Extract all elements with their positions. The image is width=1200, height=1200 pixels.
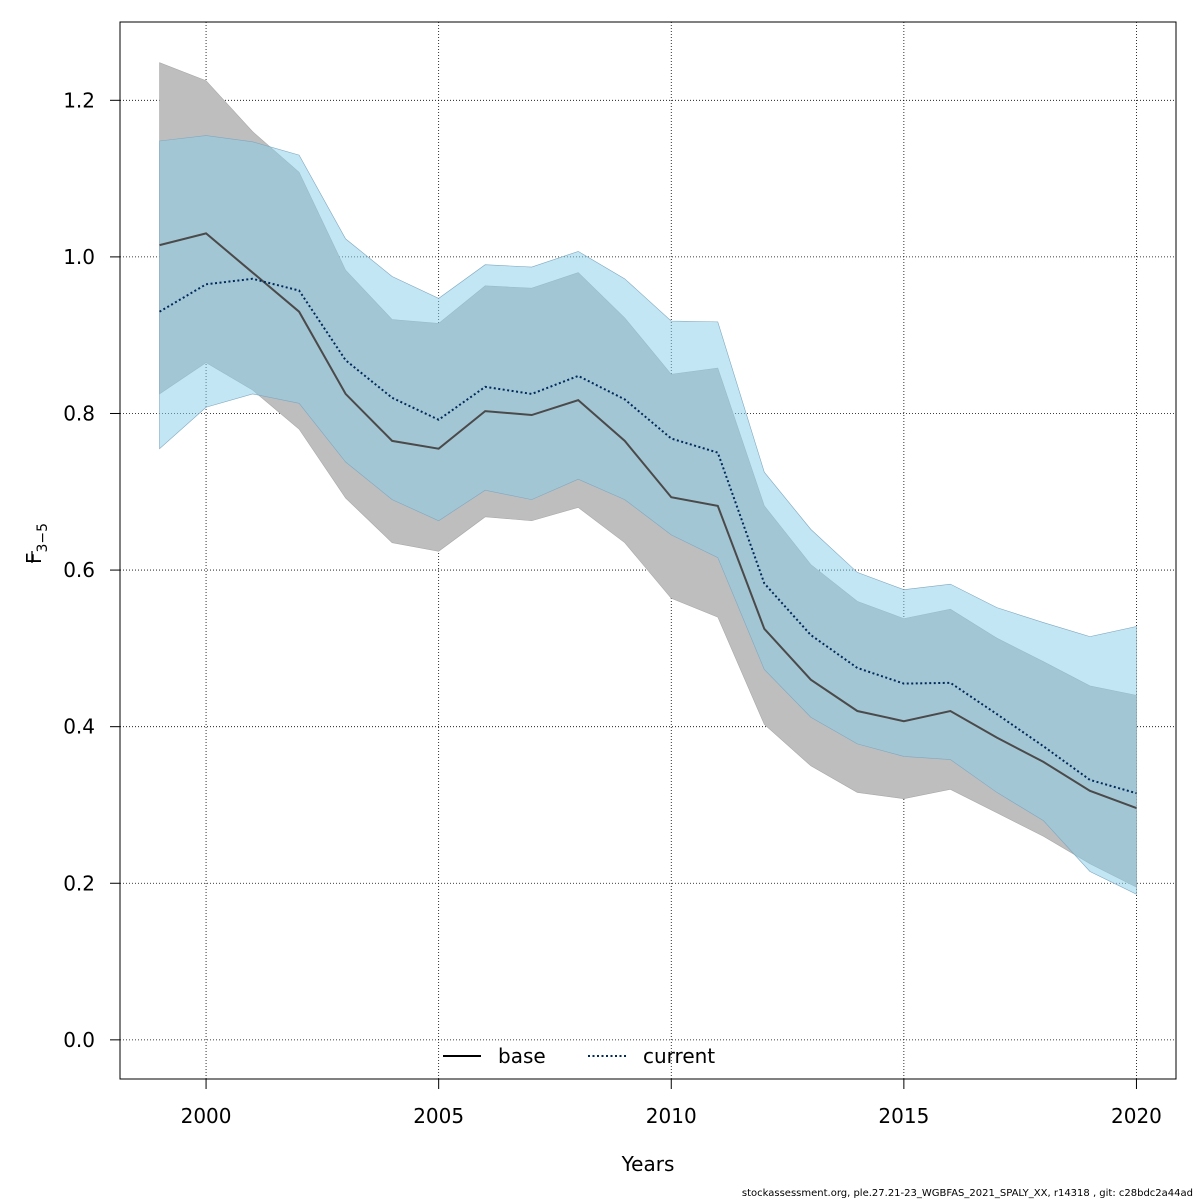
svg-text:F3−5: F3−5 xyxy=(22,523,51,564)
y-axis-title-main: F xyxy=(22,552,46,564)
y-tick-label-0.6: 0.6 xyxy=(63,558,95,582)
x-tick-label-2000: 2000 xyxy=(181,1104,232,1128)
line-current xyxy=(159,277,1137,795)
y-axis-title-subscript: 3−5 xyxy=(35,523,51,553)
y-tick-label-0.0: 0.0 xyxy=(63,1028,95,1052)
confidence-bands xyxy=(159,62,1137,895)
y-axis-title: F3−5 xyxy=(22,523,51,564)
y-tick-label-1.2: 1.2 xyxy=(63,88,95,112)
x-axis-title: Years xyxy=(621,1152,675,1176)
axis-ticks: 2000 2005 2010 2015 2020 0.0 0.2 0.4 0.6 0.8 1.0 1.… xyxy=(63,88,1162,1128)
x-tick-label-2020: 2020 xyxy=(1111,1104,1162,1128)
footer-note: stockassessment.org, ple.27.21-23_WGBFAS… xyxy=(742,1188,1193,1199)
x-tick-label-2015: 2015 xyxy=(878,1104,929,1128)
y-tick-label-1.0: 1.0 xyxy=(63,245,95,269)
legend-label-base: base xyxy=(498,1044,546,1068)
y-tick-label-0.4: 0.4 xyxy=(63,715,95,739)
legend: base current xyxy=(443,1044,715,1068)
legend-label-current: current xyxy=(643,1044,715,1068)
x-tick-label-2005: 2005 xyxy=(413,1104,464,1128)
x-tick-label-2010: 2010 xyxy=(646,1104,697,1128)
plot-frame xyxy=(119,21,1177,1080)
series-lines xyxy=(159,232,1137,810)
band-current xyxy=(159,135,1137,895)
y-tick-label-0.2: 0.2 xyxy=(63,871,95,895)
y-tick-label-0.8: 0.8 xyxy=(63,401,95,425)
line-base xyxy=(159,232,1137,810)
